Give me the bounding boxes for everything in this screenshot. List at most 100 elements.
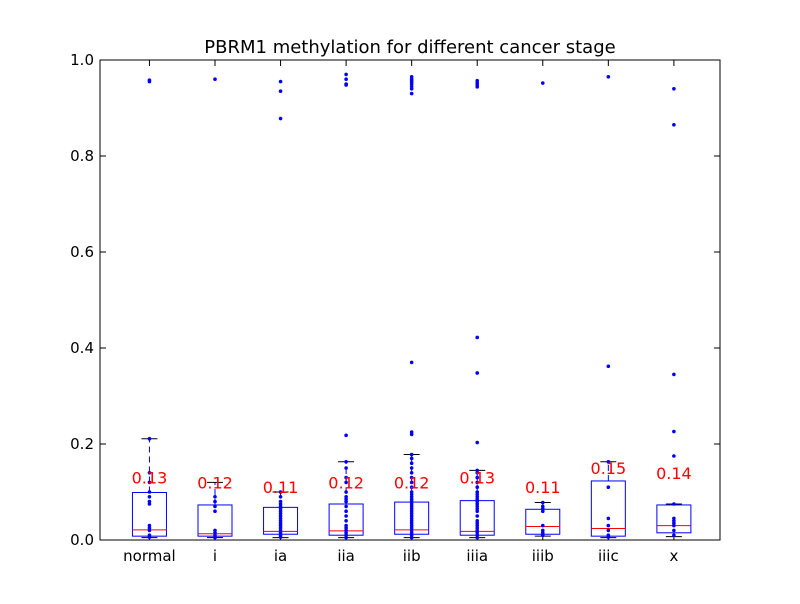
- x-tick-label: iib: [403, 547, 421, 565]
- mean-annotation: 0.13: [132, 469, 168, 488]
- plot-frame: [99, 59, 721, 541]
- data-point: [213, 535, 217, 540]
- data-point: [672, 523, 676, 528]
- data-point: [409, 432, 414, 437]
- data-point: [475, 440, 480, 445]
- data-point: [213, 77, 217, 81]
- data-point: [409, 452, 414, 457]
- y-tick-label: 1.0: [70, 51, 94, 69]
- data-point: [540, 500, 545, 505]
- data-point: [475, 509, 480, 513]
- data-point: [213, 499, 217, 504]
- data-point: [344, 480, 348, 485]
- y-tick-label: 0.0: [70, 531, 94, 549]
- data-point: [344, 499, 348, 504]
- data-point: [540, 533, 545, 537]
- data-point: [344, 490, 348, 494]
- data-point: [344, 77, 348, 81]
- data-point: [147, 490, 152, 494]
- data-point: [409, 461, 414, 466]
- data-point: [278, 79, 283, 84]
- data-point: [409, 471, 414, 475]
- x-tick-label: iia: [337, 547, 355, 565]
- data-point: [344, 433, 348, 438]
- data-point: [409, 480, 414, 485]
- data-point: [606, 535, 611, 539]
- data-point: [475, 535, 480, 540]
- data-point: [475, 335, 480, 340]
- data-point: [409, 475, 414, 480]
- data-point: [540, 523, 545, 528]
- x-tick-label: iiib: [532, 547, 554, 565]
- data-point: [475, 514, 480, 518]
- data-point: [475, 371, 480, 375]
- data-point: [344, 514, 348, 518]
- data-point: [606, 75, 611, 79]
- data-point: [278, 116, 283, 121]
- data-point: [147, 528, 152, 533]
- data-point: [475, 480, 480, 485]
- data-point: [278, 490, 283, 494]
- mean-annotation: 0.12: [197, 473, 233, 492]
- mean-annotation: 0.13: [459, 469, 495, 488]
- x-tick-label: normal: [123, 547, 176, 565]
- data-point: [147, 78, 152, 82]
- mean-annotation: 0.15: [591, 459, 627, 478]
- data-point: [606, 364, 611, 369]
- data-point: [672, 372, 676, 377]
- data-point: [606, 485, 611, 490]
- data-point: [147, 535, 152, 539]
- data-point: [213, 509, 217, 513]
- x-tick-label: i: [213, 547, 217, 565]
- data-point: [672, 533, 676, 537]
- data-point: [344, 72, 348, 77]
- data-point: [278, 535, 283, 539]
- chart-title: PBRM1 methylation for different cancer s…: [204, 37, 615, 58]
- data-point: [213, 495, 217, 499]
- data-point: [409, 535, 414, 540]
- data-point: [409, 485, 414, 490]
- data-point: [475, 485, 480, 490]
- data-point: [147, 480, 152, 485]
- data-point: [672, 429, 676, 434]
- data-point: [147, 471, 152, 475]
- mean-annotation: 0.11: [525, 478, 561, 497]
- mean-annotation: 0.12: [394, 473, 430, 492]
- data-point: [344, 519, 348, 523]
- plot-area: 0.0 0.2 0.4 0.6 0.8 1.0 normal 0.13 i 0.12 ia 0.11 i…: [70, 51, 721, 565]
- data-point: [344, 509, 348, 513]
- y-tick-label: 0.2: [70, 435, 94, 453]
- y-tick-label: 0.4: [70, 339, 94, 357]
- data-point: [409, 456, 414, 461]
- data-point: [147, 502, 152, 506]
- data-point: [344, 475, 348, 480]
- data-point: [213, 504, 217, 509]
- data-point: [409, 360, 414, 365]
- data-point: [540, 81, 545, 85]
- y-tick-label: 0.8: [70, 147, 94, 165]
- mean-annotation: 0.11: [263, 478, 299, 497]
- data-point: [409, 91, 414, 96]
- data-point: [606, 459, 611, 464]
- data-point: [606, 523, 611, 528]
- data-point: [475, 475, 480, 480]
- mean-annotation: 0.12: [328, 473, 364, 492]
- data-point: [344, 504, 348, 509]
- data-point: [278, 495, 283, 499]
- data-point: [344, 83, 348, 87]
- data-point: [147, 436, 152, 441]
- x-tick-label: x: [669, 547, 678, 565]
- data-point: [475, 471, 480, 475]
- data-point: [606, 528, 611, 533]
- data-point: [475, 85, 480, 89]
- data-point: [672, 87, 676, 91]
- data-point: [147, 495, 152, 499]
- data-point: [409, 87, 414, 91]
- x-tick-label: ia: [274, 547, 287, 565]
- data-point: [344, 535, 348, 540]
- mean-annotation: 0.14: [656, 464, 692, 483]
- data-point: [344, 459, 348, 464]
- data-point: [672, 528, 676, 533]
